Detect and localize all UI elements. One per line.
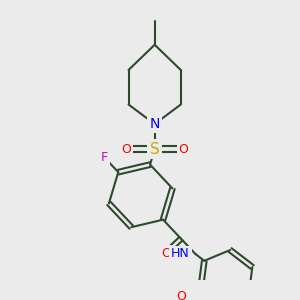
Text: O: O [161,247,171,260]
Text: O: O [178,143,188,156]
Text: N: N [149,117,160,131]
Text: S: S [150,142,160,157]
Text: HN: HN [171,248,190,260]
Text: O: O [177,290,187,300]
Text: O: O [121,143,131,156]
Text: F: F [100,151,108,164]
